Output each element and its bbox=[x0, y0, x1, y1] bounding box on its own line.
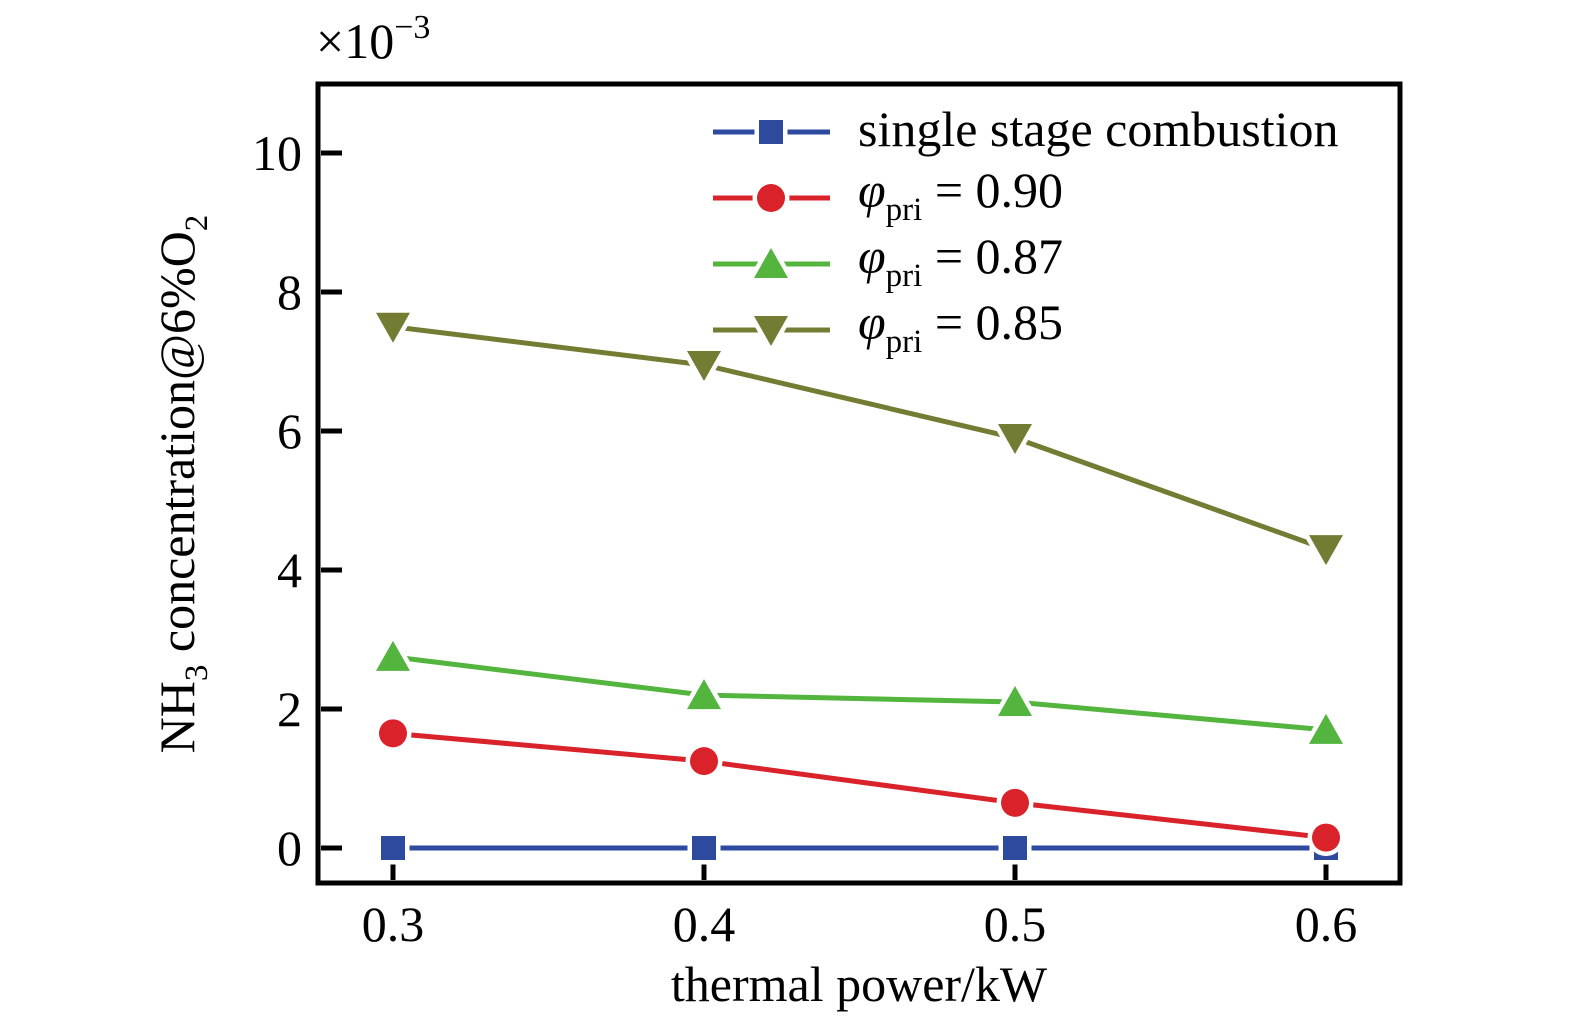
legend-label: φpri = 0.87 bbox=[858, 228, 1063, 294]
text-part: φ bbox=[858, 294, 886, 350]
text-part: single stage combustion bbox=[858, 101, 1339, 157]
data-point-marker bbox=[368, 308, 418, 352]
data-point-marker bbox=[376, 831, 410, 865]
y-tick-label: 2 bbox=[277, 681, 302, 737]
y-axis-title: NH3 concentration@6%O2 bbox=[149, 215, 215, 754]
x-tick-label: 0.4 bbox=[673, 896, 736, 952]
legend-entry: φpri = 0.90 bbox=[713, 162, 1063, 228]
legend-label: single stage combustion bbox=[858, 101, 1339, 157]
data-point-marker bbox=[752, 179, 790, 217]
text-part: concentration@6%O bbox=[149, 231, 205, 664]
data-point-marker bbox=[374, 714, 412, 752]
data-point-marker bbox=[990, 419, 1040, 464]
data-point-marker bbox=[754, 115, 788, 149]
series-0 bbox=[376, 831, 1343, 865]
data-point-marker bbox=[685, 742, 723, 780]
text-part: φ bbox=[858, 162, 886, 218]
series-line bbox=[392, 654, 1327, 733]
data-point-marker bbox=[1301, 530, 1351, 575]
y-axis-scale-label: ×10−3 bbox=[316, 9, 430, 69]
data-point-marker bbox=[1307, 819, 1345, 857]
legend-label: φpri = 0.90 bbox=[858, 162, 1063, 228]
data-point-marker bbox=[998, 831, 1032, 865]
text-part: 2 bbox=[179, 215, 215, 232]
text-part: ×10 bbox=[316, 13, 394, 69]
text-part: −3 bbox=[394, 9, 430, 46]
x-tick-label: 0.6 bbox=[1295, 896, 1358, 952]
x-tick-label: 0.5 bbox=[984, 896, 1047, 952]
data-point-marker bbox=[687, 831, 721, 865]
text-part: NH bbox=[149, 681, 205, 753]
text-part: pri bbox=[886, 192, 923, 228]
y-tick-label: 6 bbox=[277, 403, 302, 459]
plot-border bbox=[315, 81, 1403, 886]
text-part: = 0.90 bbox=[922, 162, 1063, 218]
text-part: φ bbox=[858, 228, 886, 284]
data-point-marker bbox=[1301, 704, 1351, 749]
y-tick-label: 10 bbox=[252, 125, 302, 181]
text-part: pri bbox=[886, 324, 923, 360]
data-point-marker bbox=[679, 669, 729, 714]
series-2 bbox=[368, 631, 1351, 749]
data-point-marker bbox=[746, 238, 796, 283]
x-axis-title: thermal power/kW bbox=[671, 956, 1048, 1012]
series-line bbox=[392, 324, 1327, 552]
y-tick-label: 4 bbox=[277, 542, 302, 598]
legend-entry: φpri = 0.85 bbox=[713, 294, 1063, 360]
series-1 bbox=[374, 714, 1345, 857]
text-part: 3 bbox=[179, 665, 215, 682]
text-part: = 0.85 bbox=[922, 294, 1063, 350]
y-tick-label: 8 bbox=[277, 264, 302, 320]
legend-entry: single stage combustion bbox=[713, 101, 1339, 157]
data-series bbox=[368, 308, 1351, 865]
text-part: = 0.87 bbox=[922, 228, 1063, 284]
series-line bbox=[392, 730, 1327, 841]
data-point-marker bbox=[746, 311, 796, 356]
series-3 bbox=[368, 308, 1351, 575]
data-point-marker bbox=[368, 631, 418, 676]
data-point-marker bbox=[990, 676, 1040, 721]
y-tick-label: 0 bbox=[277, 820, 302, 876]
text-part: pri bbox=[886, 258, 923, 294]
legend-label: φpri = 0.85 bbox=[858, 294, 1063, 360]
legend-entry: φpri = 0.87 bbox=[713, 228, 1063, 294]
data-point-marker bbox=[996, 784, 1034, 822]
x-tick-label: 0.3 bbox=[362, 896, 425, 952]
data-point-marker bbox=[679, 346, 729, 391]
